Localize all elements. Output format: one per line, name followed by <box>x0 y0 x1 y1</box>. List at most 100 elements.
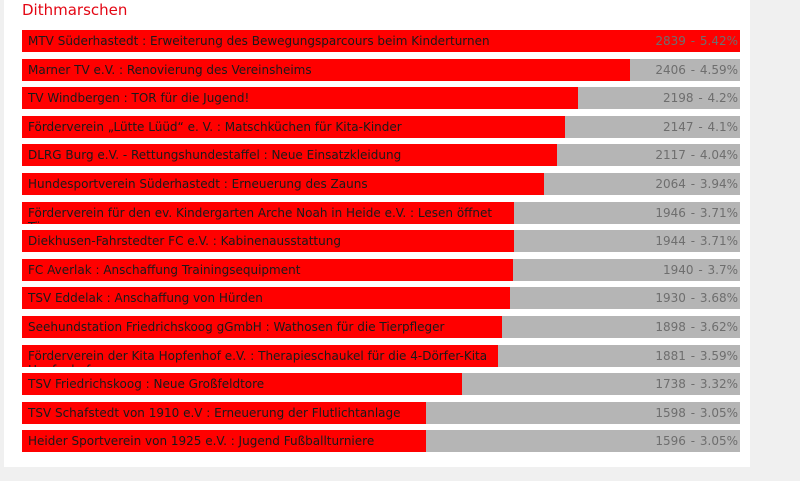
bar-fill <box>22 202 514 224</box>
bar-fill <box>22 402 426 424</box>
vote-percent: 5.42% <box>699 34 738 48</box>
bar-row: FC Averlak : Anschaffung Trainingsequipm… <box>22 259 740 281</box>
bar-fill <box>22 116 565 138</box>
vote-count: 1940 <box>662 263 694 277</box>
vote-percent: 3.7% <box>707 263 739 277</box>
value-separator: - <box>686 234 699 248</box>
vote-percent: 3.05% <box>699 406 738 420</box>
value-separator: - <box>686 63 699 77</box>
bar-label: TSV Friedrichskoog : Neue Großfeldtore <box>28 377 265 391</box>
vote-count: 2198 <box>662 91 694 105</box>
bar-label: FC Averlak : Anschaffung Trainingsequipm… <box>28 263 301 277</box>
bar-value: 1940 - 3.7% <box>663 263 738 277</box>
bar-row: Förderverein der Kita Hopfenhof e.V. : T… <box>22 345 740 367</box>
value-separator: - <box>686 320 699 334</box>
results-card: Dithmarschen MTV Süderhastedt : Erweiter… <box>4 0 750 467</box>
vote-percent: 3.05% <box>699 434 738 448</box>
vote-count: 2839 <box>655 34 686 48</box>
vote-percent: 4.2% <box>707 91 739 105</box>
bar-row: DLRG Burg e.V. - Rettungshundestaffel : … <box>22 144 740 166</box>
bar-value: 1946 - 3.71% <box>655 206 738 220</box>
vote-count: 1944 <box>655 234 686 248</box>
bar-label: Heider Sportverein von 1925 e.V. : Jugen… <box>28 434 375 448</box>
bar-row: TSV Schafstedt von 1910 e.V : Erneuerung… <box>22 402 740 424</box>
bar-row: Förderverein für den ev. Kindergarten Ar… <box>22 202 740 224</box>
bar-label: TSV Schafstedt von 1910 e.V : Erneuerung… <box>28 406 401 420</box>
value-separator: - <box>686 434 699 448</box>
value-separator: - <box>694 120 707 134</box>
bar-fill <box>22 59 630 81</box>
bar-value: 2064 - 3.94% <box>655 177 738 191</box>
bar-label: TV Windbergen : TOR für die Jugend! <box>28 91 250 105</box>
vote-count: 1738 <box>655 377 686 391</box>
bar-fill <box>22 87 578 109</box>
bar-label: TSV Eddelak : Anschaffung von Hürden <box>28 291 263 305</box>
bar-fill <box>22 173 544 195</box>
bar-row: MTV Süderhastedt : Erweiterung des Beweg… <box>22 30 740 52</box>
bar-value: 2117 - 4.04% <box>655 148 738 162</box>
bar-row: Diekhusen-Fahrstedter FC e.V. : Kabinena… <box>22 230 740 252</box>
vote-percent: 4.59% <box>699 63 738 77</box>
bar-row: TSV Friedrichskoog : Neue Großfeldtore 17… <box>22 373 740 395</box>
vote-percent: 3.59% <box>699 349 738 363</box>
bar-fill <box>22 230 514 252</box>
bar-label: MTV Süderhastedt : Erweiterung des Beweg… <box>28 34 490 48</box>
bar-row: TSV Eddelak : Anschaffung von Hürden 1930… <box>22 287 740 309</box>
bar-fill <box>22 259 513 281</box>
bar-row: Heider Sportverein von 1925 e.V. : Jugen… <box>22 430 740 452</box>
vote-count: 2064 <box>655 177 686 191</box>
bar-label: Marner TV e.V. : Renovierung des Vereins… <box>28 63 312 77</box>
vote-count: 1598 <box>655 406 686 420</box>
vote-percent: 3.68% <box>699 291 738 305</box>
bar-value: 1738 - 3.32% <box>655 377 738 391</box>
bar-value: 1881 - 3.59% <box>655 349 738 363</box>
value-separator: - <box>686 34 699 48</box>
bar-value: 2147 - 4.1% <box>663 120 738 134</box>
value-separator: - <box>686 349 699 363</box>
vote-percent: 4.04% <box>699 148 738 162</box>
vote-count: 1946 <box>655 206 686 220</box>
vote-count: 1930 <box>655 291 686 305</box>
vote-count: 1881 <box>655 349 686 363</box>
bar-value: 1596 - 3.05% <box>655 434 738 448</box>
bar-label: Diekhusen-Fahrstedter FC e.V. : Kabinena… <box>28 234 341 248</box>
vote-count: 2406 <box>655 63 686 77</box>
bar-row: Marner TV e.V. : Renovierung des Vereins… <box>22 59 740 81</box>
bar-label: DLRG Burg e.V. - Rettungshundestaffel : … <box>28 148 402 162</box>
value-separator: - <box>694 91 707 105</box>
bar-value: 1930 - 3.68% <box>655 291 738 305</box>
bar-fill <box>22 144 557 166</box>
page-title: Dithmarschen <box>22 1 128 19</box>
vote-percent: 3.32% <box>699 377 738 391</box>
vote-percent: 3.71% <box>699 206 738 220</box>
vote-percent: 4.1% <box>707 120 739 134</box>
bar-fill <box>22 287 510 309</box>
bar-value: 1598 - 3.05% <box>655 406 738 420</box>
bar-fill <box>22 373 462 395</box>
bar-fill <box>22 316 502 338</box>
value-separator: - <box>694 263 707 277</box>
bar-label: Seehundstation Friedrichskoog gGmbH : Wa… <box>28 320 445 334</box>
bar-fill <box>22 30 740 52</box>
value-separator: - <box>686 291 699 305</box>
vote-percent: 3.94% <box>699 177 738 191</box>
vote-percent: 3.62% <box>699 320 738 334</box>
value-separator: - <box>686 406 699 420</box>
bar-row: Hundesportverein Süderhastedt : Erneueru… <box>22 173 740 195</box>
bar-label: Förderverein für den ev. Kindergarten Ar… <box>28 206 493 224</box>
vote-count: 2147 <box>662 120 694 134</box>
bar-label: Hundesportverein Süderhastedt : Erneueru… <box>28 177 368 191</box>
bar-fill <box>22 345 498 367</box>
value-separator: - <box>686 177 699 191</box>
bar-value: 1944 - 3.71% <box>655 234 738 248</box>
bar-value: 2198 - 4.2% <box>663 91 738 105</box>
bar-row: TV Windbergen : TOR für die Jugend! 2198 … <box>22 87 740 109</box>
vote-count: 2117 <box>655 148 686 162</box>
bar-row: Förderverein „Lütte Lüüd“ e. V. : Matsch… <box>22 116 740 138</box>
value-separator: - <box>686 206 699 220</box>
bar-fill <box>22 430 426 452</box>
vote-count: 1898 <box>655 320 686 334</box>
bar-row: Seehundstation Friedrichskoog gGmbH : Wa… <box>22 316 740 338</box>
bar-value: 2406 - 4.59% <box>655 63 738 77</box>
bar-value: 1898 - 3.62% <box>655 320 738 334</box>
